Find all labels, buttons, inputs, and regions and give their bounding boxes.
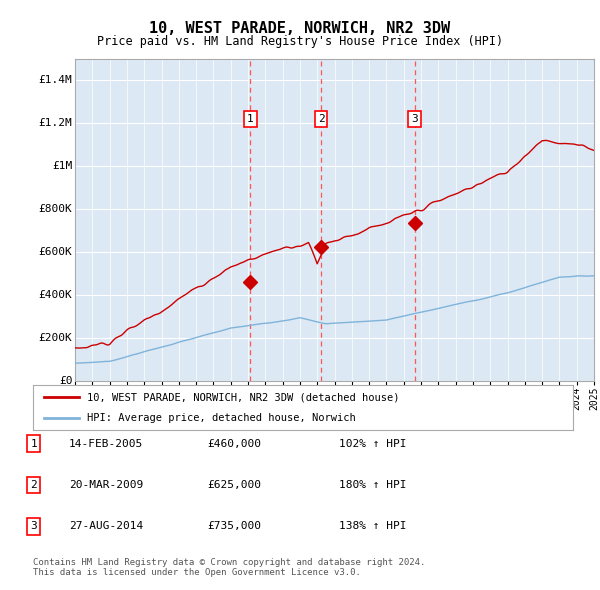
Text: £400K: £400K <box>38 290 73 300</box>
Text: 2: 2 <box>317 114 325 124</box>
Text: £600K: £600K <box>38 247 73 257</box>
Text: £200K: £200K <box>38 333 73 343</box>
Text: 102% ↑ HPI: 102% ↑ HPI <box>339 439 407 448</box>
Text: 27-AUG-2014: 27-AUG-2014 <box>69 522 143 531</box>
Text: £1M: £1M <box>52 161 73 171</box>
Text: 20-MAR-2009: 20-MAR-2009 <box>69 480 143 490</box>
Text: £0: £0 <box>59 376 73 385</box>
Text: £800K: £800K <box>38 204 73 214</box>
Text: 1: 1 <box>30 439 37 448</box>
Text: £1.2M: £1.2M <box>38 119 73 128</box>
Text: £460,000: £460,000 <box>207 439 261 448</box>
Text: HPI: Average price, detached house, Norwich: HPI: Average price, detached house, Norw… <box>87 412 356 422</box>
Text: Price paid vs. HM Land Registry's House Price Index (HPI): Price paid vs. HM Land Registry's House … <box>97 35 503 48</box>
Text: 10, WEST PARADE, NORWICH, NR2 3DW: 10, WEST PARADE, NORWICH, NR2 3DW <box>149 21 451 36</box>
Text: 1: 1 <box>247 114 253 124</box>
Text: Contains HM Land Registry data © Crown copyright and database right 2024.
This d: Contains HM Land Registry data © Crown c… <box>33 558 425 577</box>
Text: 2: 2 <box>30 480 37 490</box>
Text: £735,000: £735,000 <box>207 522 261 531</box>
Text: 10, WEST PARADE, NORWICH, NR2 3DW (detached house): 10, WEST PARADE, NORWICH, NR2 3DW (detac… <box>87 392 400 402</box>
Text: £625,000: £625,000 <box>207 480 261 490</box>
Text: 180% ↑ HPI: 180% ↑ HPI <box>339 480 407 490</box>
Text: 14-FEB-2005: 14-FEB-2005 <box>69 439 143 448</box>
Text: £1.4M: £1.4M <box>38 76 73 86</box>
Text: 3: 3 <box>412 114 418 124</box>
Text: 138% ↑ HPI: 138% ↑ HPI <box>339 522 407 531</box>
Text: 3: 3 <box>30 522 37 531</box>
